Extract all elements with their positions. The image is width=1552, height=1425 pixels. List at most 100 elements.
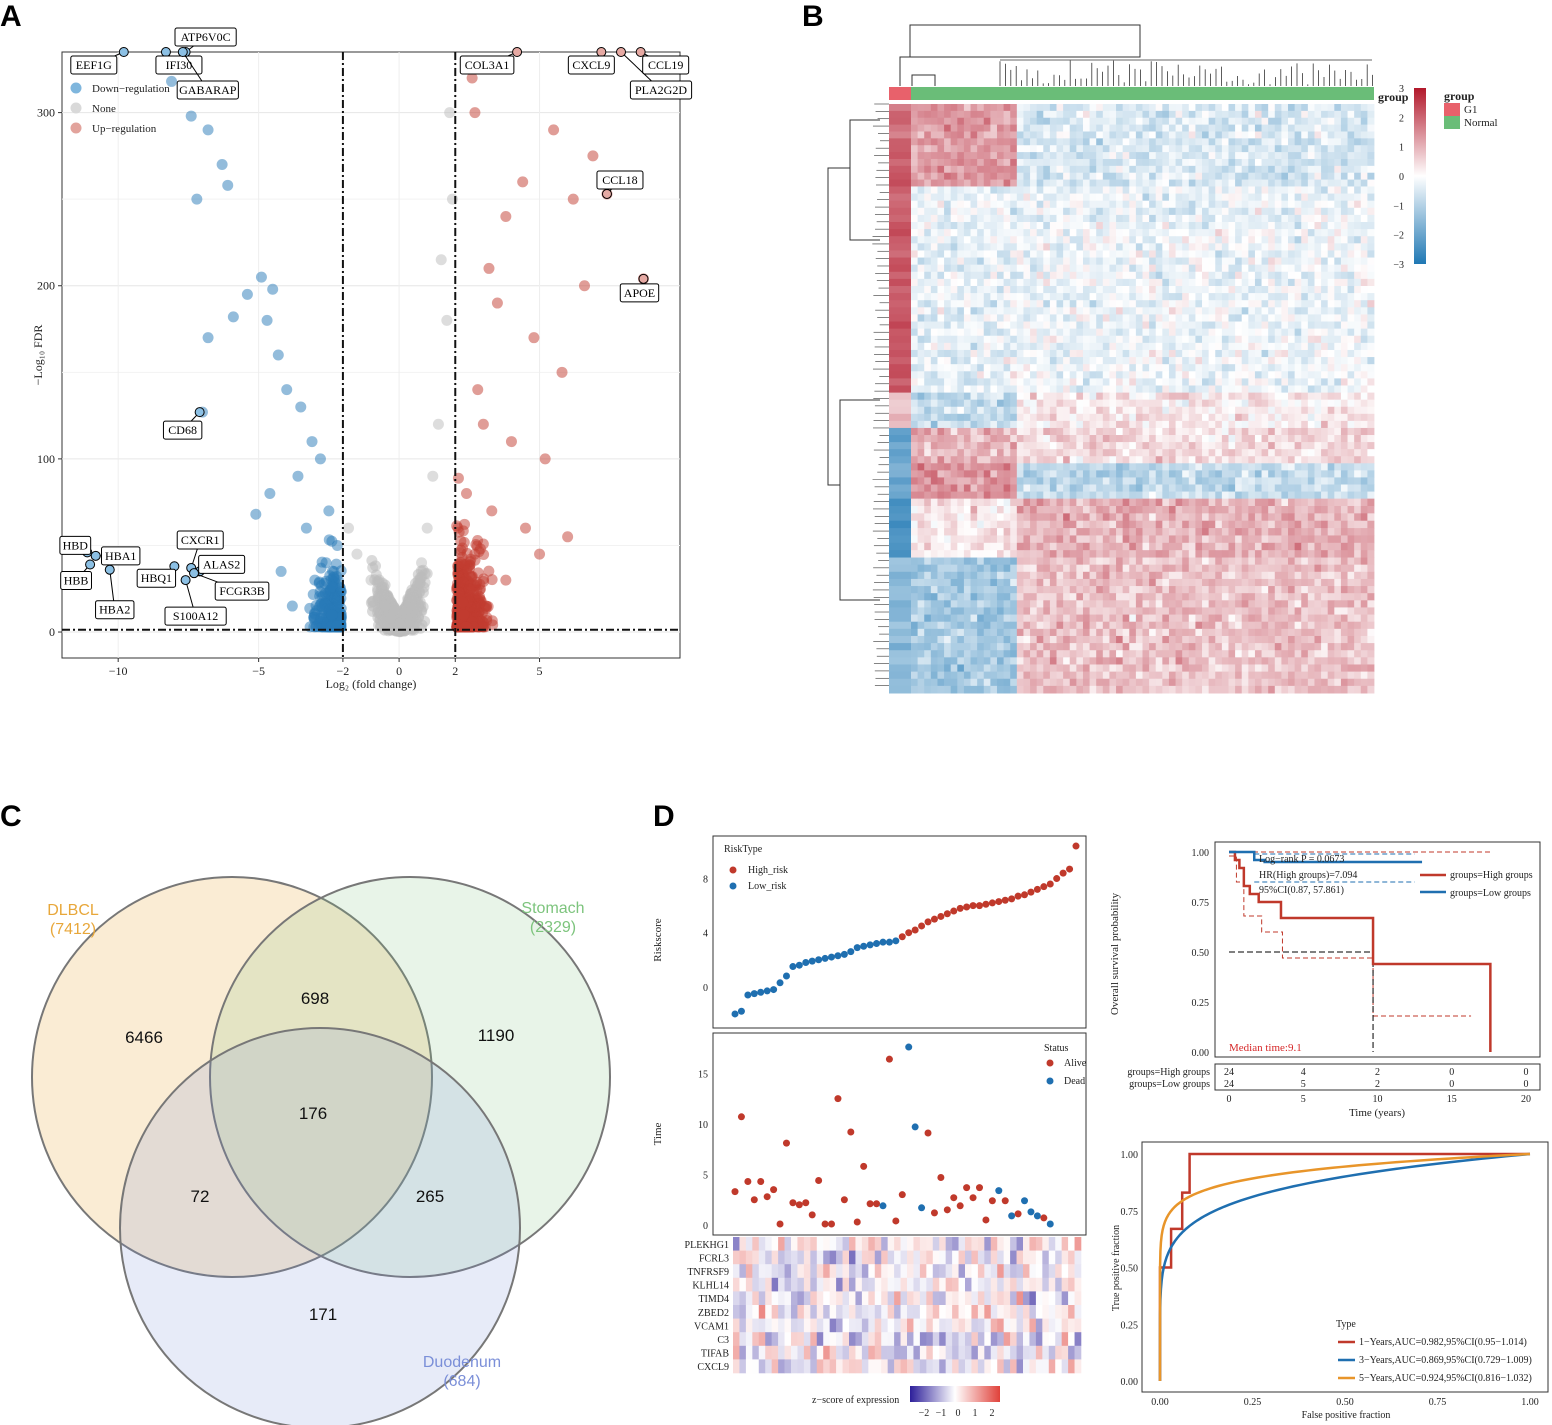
heatmap-cell [1261,285,1269,294]
heatmap-cell [1063,229,1071,237]
heatmap-cell [1149,300,1157,308]
heatmap-cell [1082,364,1090,372]
heatmap-cell [1254,165,1262,174]
heatmap-cell [1049,342,1057,351]
heatmap-cell [1063,236,1071,244]
heatmap-cell [1063,257,1071,266]
heatmap-cell [1182,335,1190,344]
volcano-gene-point [104,564,115,575]
volcano-point [286,600,298,612]
heatmap-cell [1102,328,1110,337]
heatmap-cell [1188,165,1196,174]
heatmap-cell [1030,145,1038,153]
heatmap-cell [1063,271,1071,280]
heatmap-cell [1149,158,1157,167]
heatmap-cell [1168,145,1176,153]
heatmap-cell [1003,364,1011,372]
heatmap-cell [1334,257,1342,266]
heatmap-cell [1036,378,1044,387]
heatmap-cell [970,371,978,379]
heatmap-cell [937,371,945,379]
heatmap-cell [1268,117,1276,126]
heatmap-cell [1076,186,1084,195]
heatmap-cell [963,152,971,160]
heatmap-cell [1334,158,1342,167]
heatmap-cell [990,214,998,223]
heatmap-cell [1036,385,1044,394]
heatmap-cell [1321,371,1329,379]
heatmap-cell [1003,179,1011,187]
heatmap-cell [1215,250,1223,259]
heatmap-cell [1056,285,1064,294]
heatmap-cell [1288,131,1296,139]
heatmap-cell [1202,179,1210,187]
heatmap-cell [1003,207,1011,216]
heatmap-cell [1248,179,1256,187]
heatmap-cell [1030,207,1038,216]
heatmap-cell [963,236,971,244]
heatmap-cell [1321,158,1329,167]
volcano-ytick-label: 100 [37,452,55,466]
heatmap-cell [1109,158,1117,167]
heatmap-cell [1003,357,1011,365]
heatmap-cell [930,229,938,237]
heatmap-cell [1360,200,1368,209]
heatmap-cell [1043,357,1051,365]
heatmap-cell [990,378,998,387]
heatmap-cell [917,307,925,315]
heatmap-cell [1367,186,1375,195]
heatmap-cell [1215,328,1223,337]
heatmap-cell [1076,300,1084,308]
heatmap-cell [1228,314,1236,323]
heatmap-cell [1168,328,1176,337]
heatmap-cell [937,179,945,187]
heatmap-cell [1069,293,1077,301]
heatmap-cell [1089,243,1097,251]
heatmap-cell [1307,371,1315,379]
heatmap-cell [1188,335,1196,344]
heatmap-cell [1063,104,1071,112]
heatmap-cell [1188,193,1196,202]
heatmap-cell [1109,207,1117,216]
heatmap-cell [1036,172,1044,181]
heatmap-cell [963,165,971,174]
heatmap-cell [957,357,965,365]
heatmap-cell [1135,321,1143,330]
heatmap-cell [983,110,991,119]
heatmap-cell [1281,172,1289,181]
heatmap-cell [1248,131,1256,139]
heatmap-cell [1221,349,1229,358]
heatmap-cell [1016,257,1024,266]
volcano-point-none [377,589,389,601]
heatmap-cell [970,285,978,294]
heatmap-cell [957,371,965,379]
heatmap-cell [1116,124,1124,132]
heatmap-cell [1003,335,1011,344]
heatmap-cell [911,257,919,266]
heatmap-cell [1010,378,1018,387]
heatmap-cell [1321,285,1329,294]
heatmap-cell [970,293,978,301]
heatmap-cell [1155,207,1163,216]
heatmap-cell [1116,271,1124,280]
heatmap-cell [1208,285,1216,294]
heatmap-cell [957,278,965,287]
heatmap-cell [1082,145,1090,153]
heatmap-cell [983,186,991,195]
heatmap-cell [1175,278,1183,287]
heatmap-cell [990,335,998,344]
heatmap-cell [1102,285,1110,294]
heatmap-cell [970,385,978,394]
heatmap-cell [1162,250,1170,259]
heatmap-cell [1254,179,1262,187]
volcano-gene-point [635,47,646,57]
heatmap-cell [1122,364,1130,372]
heatmap-cell [1307,165,1315,174]
heatmap-cell [1215,110,1223,119]
heatmap-cell [1261,104,1269,112]
heatmap-cell [1122,138,1130,146]
heatmap-cell [1155,236,1163,244]
heatmap-cell [1360,110,1368,119]
heatmap-cell [1069,271,1077,280]
heatmap-cell [1235,307,1243,315]
